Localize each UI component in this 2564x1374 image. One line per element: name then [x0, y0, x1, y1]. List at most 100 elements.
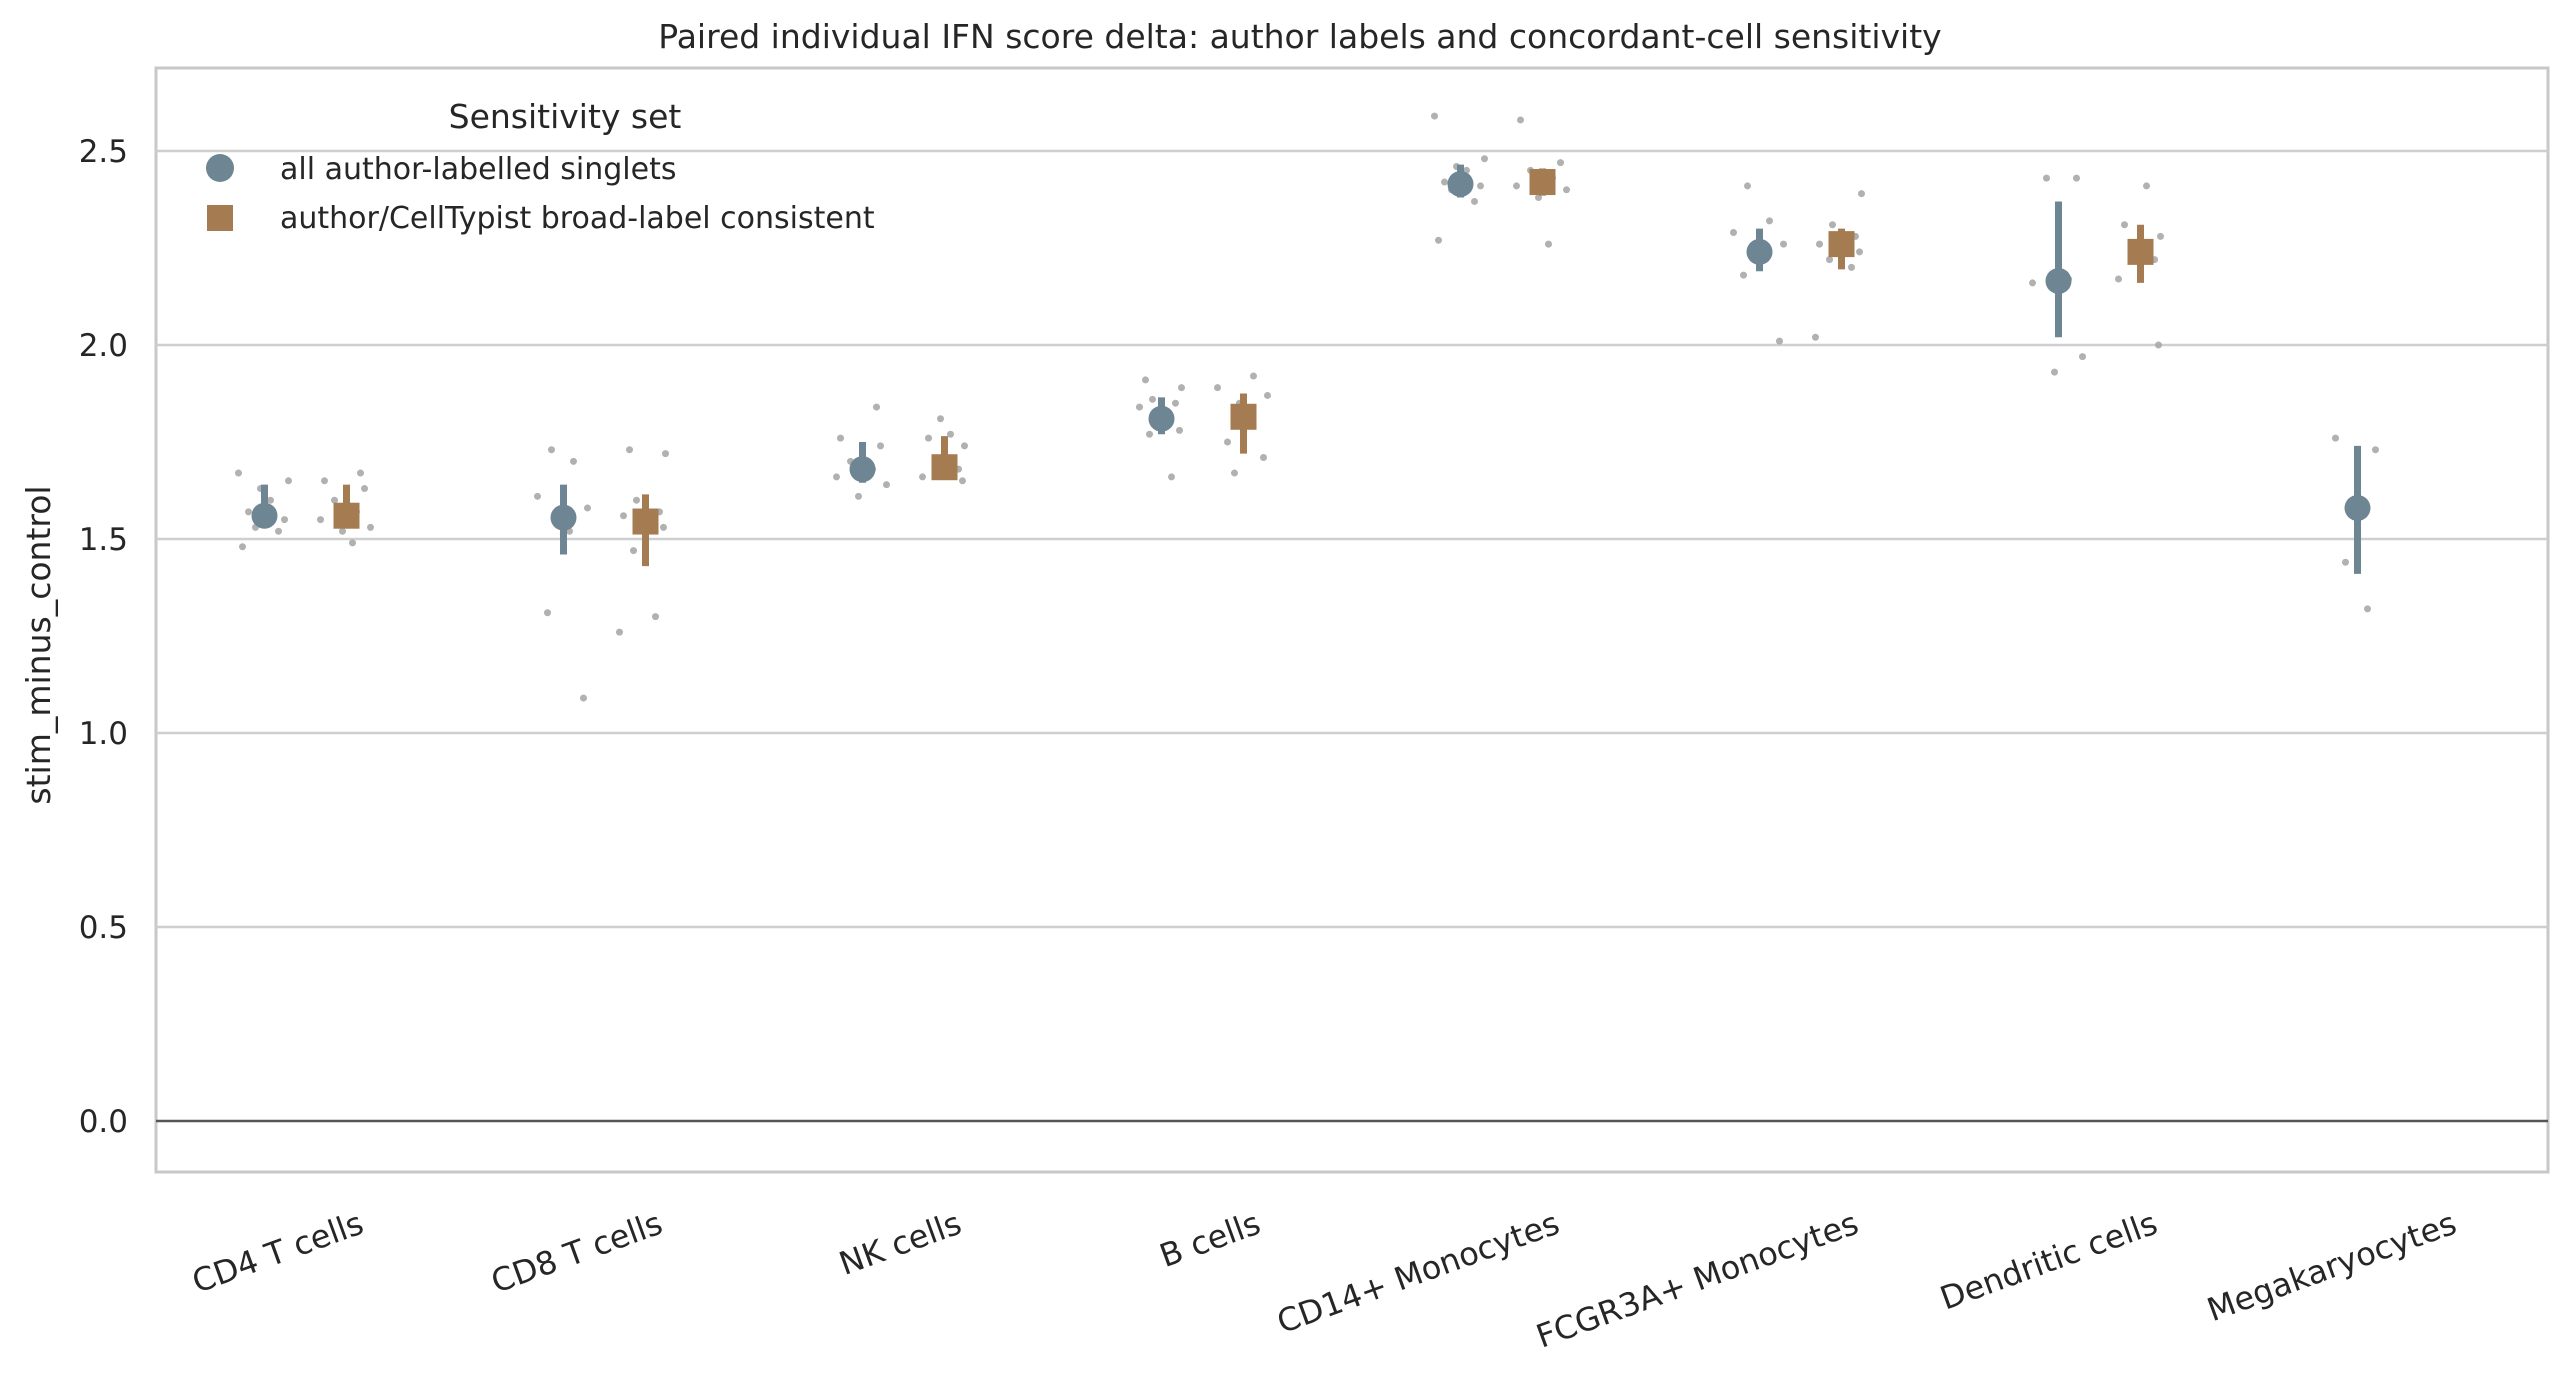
mean-marker-circle [1447, 170, 1474, 197]
data-point [937, 415, 944, 423]
data-point [1826, 256, 1833, 264]
data-point [1146, 430, 1153, 438]
data-point [1780, 240, 1787, 248]
data-point [1766, 217, 1773, 225]
data-point [652, 613, 659, 621]
legend-label-consistent: author/CellTypist broad-label consistent [280, 201, 875, 236]
data-point [1441, 178, 1448, 186]
data-point [1172, 399, 1179, 407]
data-point [1176, 426, 1183, 434]
x-tick-label: CD8 T cells [486, 1204, 667, 1301]
x-tick-label: CD14+ Monocytes [1272, 1204, 1564, 1341]
data-point [959, 477, 966, 485]
mean-marker-circle [1746, 238, 1773, 265]
data-point [281, 516, 288, 524]
data-point [584, 504, 591, 512]
data-point [1545, 240, 1552, 248]
y-tick-label: 2.5 [79, 134, 128, 170]
data-point [855, 492, 862, 500]
data-point [2364, 605, 2371, 613]
data-point [1142, 376, 1149, 384]
data-point [267, 496, 274, 504]
data-point [873, 403, 880, 411]
mean-marker-circle [2344, 494, 2371, 521]
data-point [1776, 337, 1783, 345]
data-point [2157, 232, 2164, 240]
legend-label-all: all author-labelled singlets [280, 152, 677, 187]
data-point [235, 469, 242, 477]
data-point [1224, 438, 1231, 446]
mean-marker-circle [251, 502, 278, 529]
data-point [2143, 182, 2150, 190]
x-tick-label: NK cells [834, 1204, 966, 1283]
data-point [662, 450, 669, 458]
data-point [1260, 454, 1267, 462]
data-point [633, 496, 640, 504]
data-point [331, 496, 338, 504]
mean-marker-circle [550, 504, 577, 531]
data-point [2342, 558, 2349, 566]
mean-marker-square [1230, 403, 1257, 430]
data-point [357, 469, 364, 477]
data-point [1535, 194, 1542, 202]
data-point [317, 516, 324, 524]
y-axis-label: stim_minus_control [19, 485, 58, 804]
data-point [883, 481, 890, 489]
mean-marker-circle [849, 456, 876, 483]
mean-marker-circle [2045, 267, 2072, 294]
chart-title: Paired individual IFN score delta: autho… [658, 17, 1941, 56]
data-point [1563, 186, 1570, 194]
data-point [1858, 190, 1865, 198]
data-point [2043, 174, 2050, 182]
data-point [1214, 384, 1221, 392]
data-point [339, 527, 346, 535]
data-point [367, 523, 374, 531]
x-tick-label: CD4 T cells [187, 1204, 368, 1301]
data-point [245, 508, 252, 516]
x-tick-label: Megakaryocytes [2202, 1204, 2461, 1329]
data-point [925, 434, 932, 442]
data-point [1178, 384, 1185, 392]
mean-marker-square [1529, 169, 1556, 196]
data-point [1812, 333, 1819, 341]
data-point [1740, 271, 1747, 279]
mean-marker-square [632, 508, 659, 535]
data-point [544, 609, 551, 617]
data-point [1250, 372, 1257, 380]
x-tick-label: Dendritic cells [1935, 1204, 2162, 1318]
y-tick-labels: 0.0 0.5 1.0 1.5 2.0 2.5 [79, 134, 128, 1140]
data-point [2029, 279, 2036, 287]
data-point [1848, 263, 1855, 271]
data-point [833, 473, 840, 481]
data-point [2372, 446, 2379, 454]
data-point [361, 485, 368, 493]
data-point [630, 547, 637, 555]
data-point [1816, 240, 1823, 248]
data-point [616, 628, 623, 636]
data-point [534, 492, 541, 500]
data-point [1730, 228, 1737, 236]
data-point [919, 473, 926, 481]
data-point [620, 512, 627, 520]
x-tick-label: FCGR3A+ Monocytes [1531, 1204, 1863, 1356]
data-point [837, 434, 844, 442]
data-point [580, 694, 587, 702]
mean-marker-square [931, 454, 958, 481]
data-point [1517, 116, 1524, 124]
data-point [1136, 403, 1143, 411]
plot-frame [154, 66, 2550, 1174]
x-tick-labels: CD4 T cells CD8 T cells NK cells B cells CD1… [187, 1204, 2461, 1356]
data-point [570, 457, 577, 465]
legend-marker-square [207, 205, 233, 231]
data-point [1471, 197, 1478, 205]
data-point [877, 442, 884, 450]
mean-marker-square [2127, 238, 2154, 265]
y-tick-label: 1.0 [79, 716, 128, 752]
data-point [2079, 353, 2086, 361]
y-tick-label: 0.5 [79, 910, 128, 946]
y-tick-label: 0.0 [79, 1104, 128, 1140]
data-point [947, 430, 954, 438]
mean-marker-square [333, 502, 360, 529]
data-point [548, 446, 555, 454]
